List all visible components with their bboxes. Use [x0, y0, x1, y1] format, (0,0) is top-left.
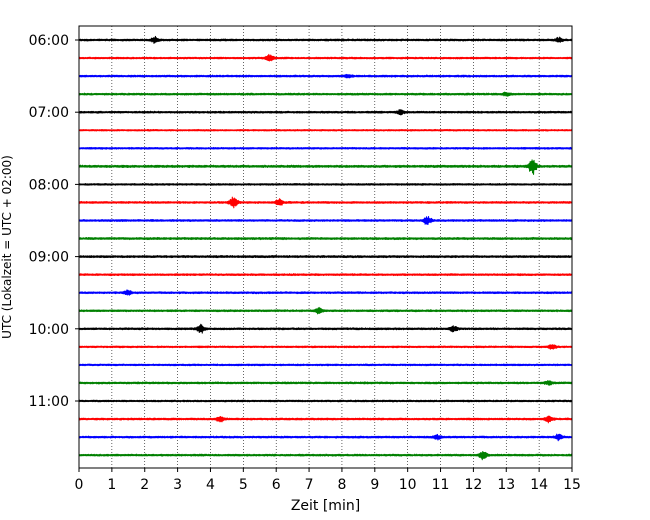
trace-1115 [78, 415, 573, 424]
trace-1015 [78, 344, 573, 350]
x-tick-label: 5 [239, 477, 248, 493]
x-tick-label: 10 [399, 477, 417, 493]
trace-layer [78, 35, 573, 461]
trace-0630 [78, 73, 573, 79]
trace-0900 [78, 254, 573, 259]
y-tick-label: 11:00 [29, 394, 69, 410]
trace-0645 [78, 91, 573, 97]
trace-0700 [78, 109, 573, 116]
trace-0615 [78, 53, 573, 62]
y-tick-label: 06:00 [29, 33, 69, 49]
plot-frame [78, 25, 573, 469]
x-tick-label: 1 [107, 477, 116, 493]
trace-0830 [78, 216, 573, 225]
y-axis-label: UTC (Lokalzeit = UTC + 02:00) [0, 155, 14, 339]
y-tick-label: 09:00 [29, 250, 69, 266]
trace-0845 [78, 236, 573, 241]
trace-1030 [78, 363, 573, 367]
trace-0715 [78, 128, 573, 132]
x-tick-label: 15 [563, 477, 581, 493]
y-tick-label: 07:00 [29, 105, 69, 121]
trace-1045 [78, 380, 573, 386]
trace-0945 [78, 306, 573, 315]
trace-0800 [78, 182, 573, 186]
tick-layer: 0 1 2 3 4 5 6 7 8 9 10 11 12 13 14 1506:0007:0008:0009:… [29, 33, 581, 493]
trace-1130 [78, 433, 573, 442]
x-tick-label: 6 [272, 477, 281, 493]
x-tick-label: 14 [530, 477, 548, 493]
x-tick-label: 3 [173, 477, 182, 493]
y-tick-label: 08:00 [29, 177, 69, 193]
x-axis-label: Zeit [min] [291, 498, 360, 514]
x-tick-label: 2 [140, 477, 149, 493]
trace-0930 [78, 289, 573, 296]
x-tick-label: 9 [370, 477, 379, 493]
x-tick-label: 8 [337, 477, 346, 493]
trace-0745 [78, 159, 573, 175]
y-tick-label: 10:00 [29, 322, 69, 338]
trace-0730 [78, 146, 573, 150]
x-tick-label: 11 [432, 477, 450, 493]
trace-1000 [78, 323, 573, 334]
trace-0600 [78, 35, 573, 44]
trace-0915 [78, 273, 573, 277]
x-tick-label: 0 [75, 477, 84, 493]
x-tick-label: 4 [206, 477, 215, 493]
x-tick-label: 13 [497, 477, 515, 493]
x-tick-label: 12 [464, 477, 482, 493]
trace-1100 [78, 399, 573, 403]
x-tick-label: 7 [305, 477, 314, 493]
trace-1145 [78, 451, 573, 461]
trace-0815 [78, 196, 573, 209]
